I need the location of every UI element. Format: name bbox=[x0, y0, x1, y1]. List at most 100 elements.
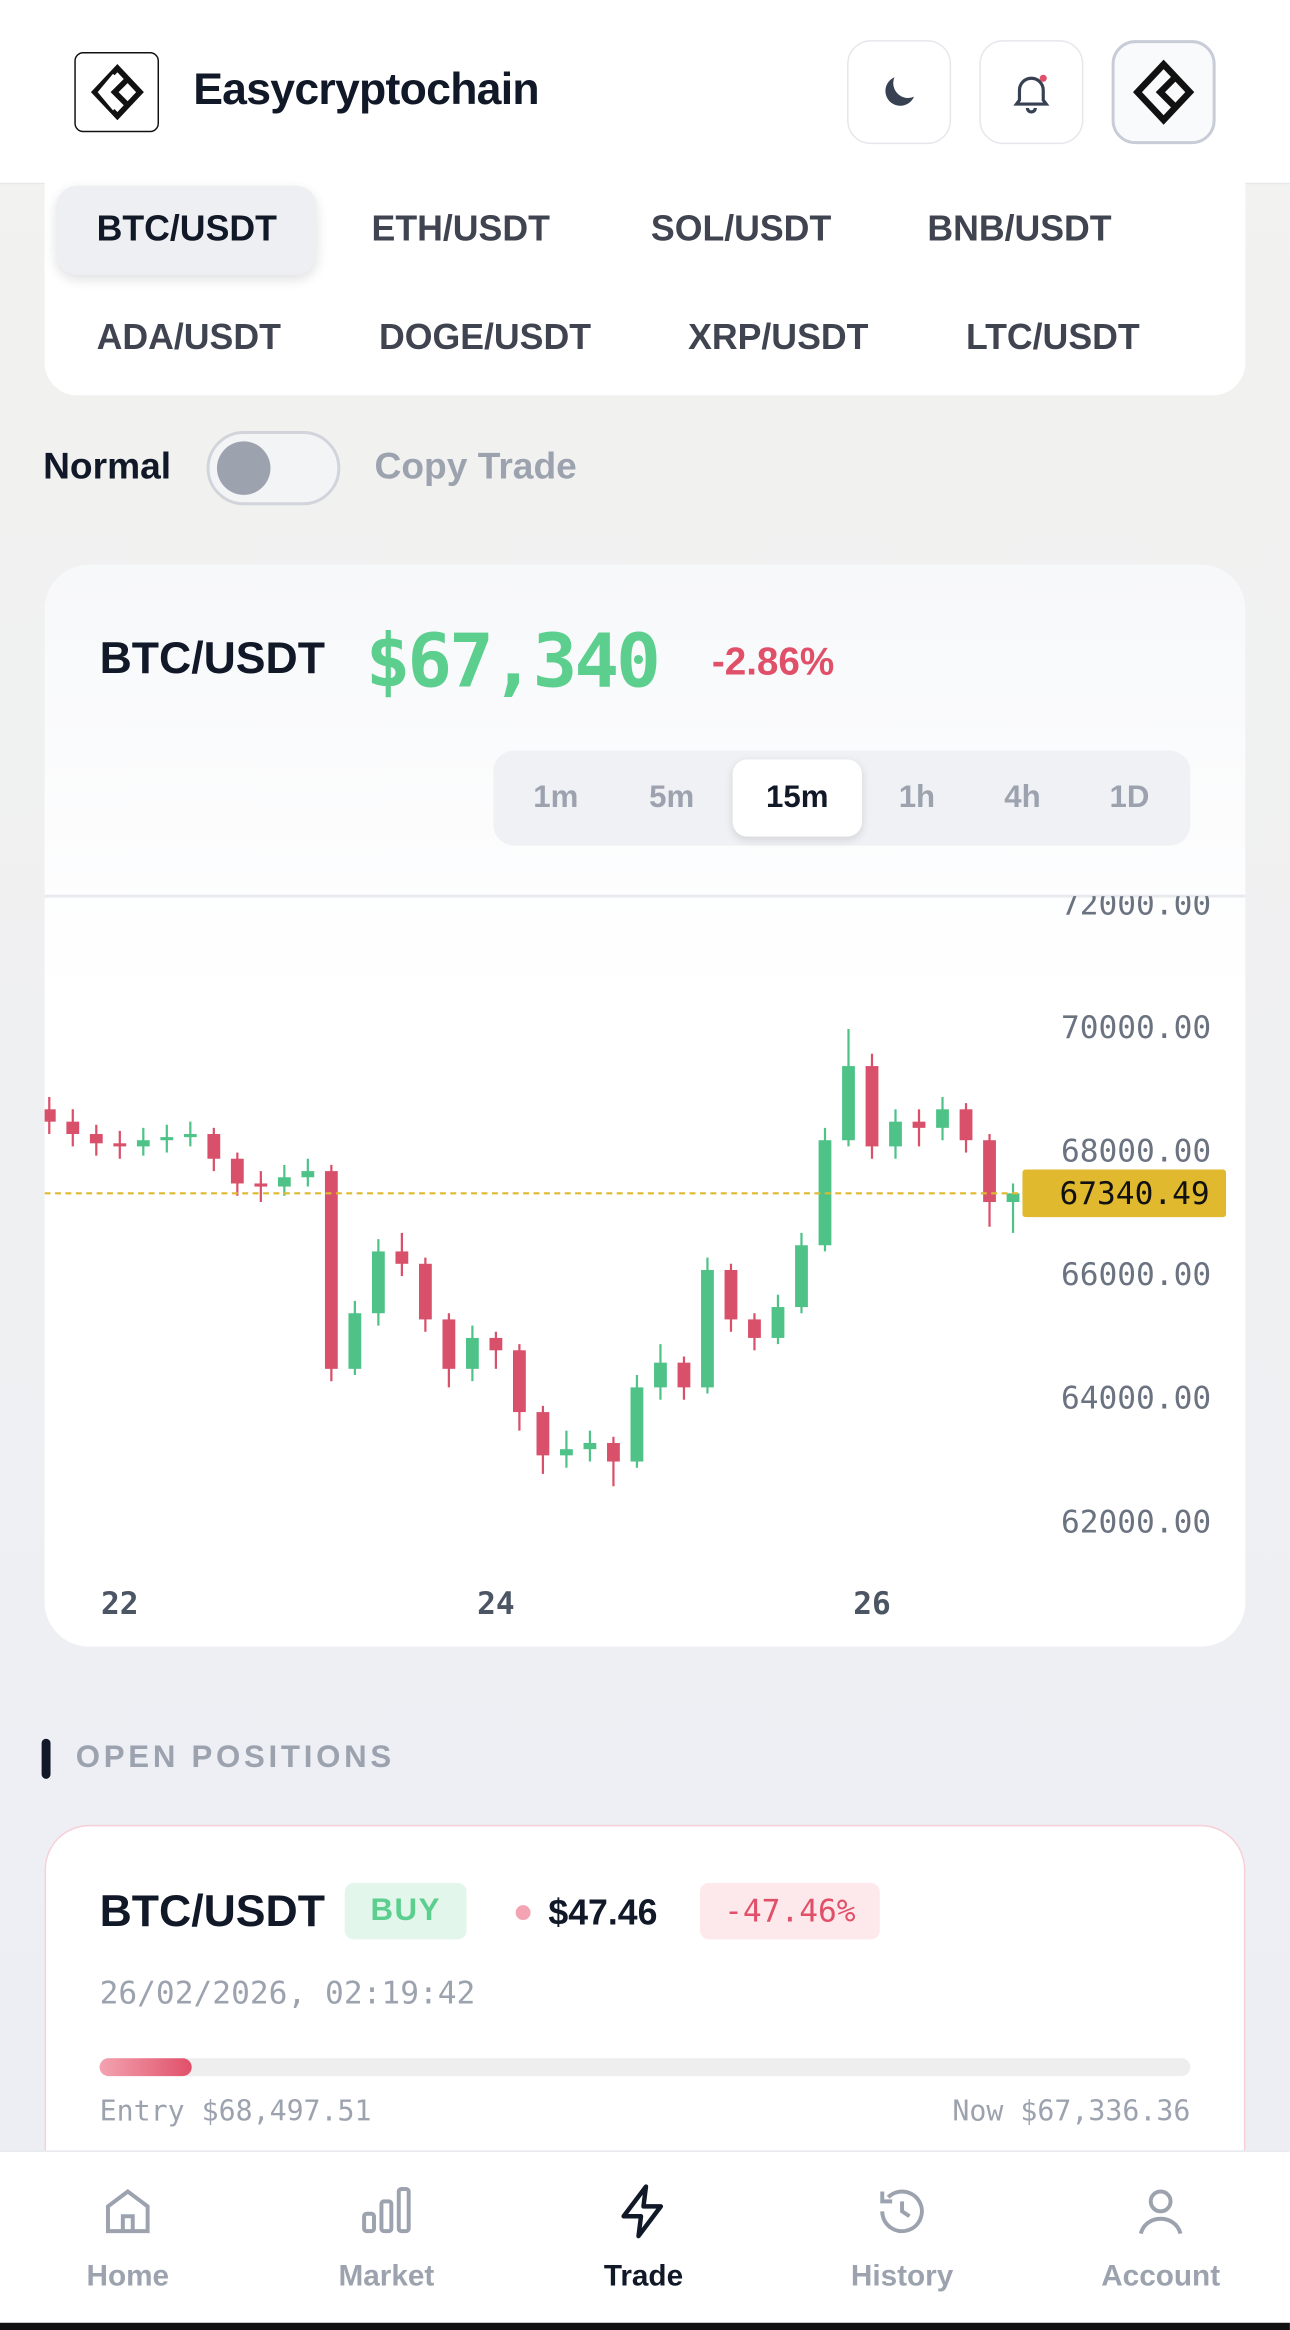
nav-item[interactable]: Account bbox=[1057, 2152, 1265, 2330]
candle-body bbox=[1006, 1193, 1020, 1202]
ticker-price: $67,340 bbox=[365, 618, 661, 705]
position-time: 26/02/2026, 02:19:42 bbox=[99, 1975, 476, 2011]
y-tick-label: 64000.00 bbox=[1061, 1381, 1211, 1417]
candle-body bbox=[489, 1337, 503, 1351]
candle-body bbox=[254, 1183, 268, 1187]
pair-tab[interactable]: XRP/USDT bbox=[688, 318, 869, 359]
candle-body bbox=[560, 1449, 573, 1456]
candle-body bbox=[536, 1412, 550, 1456]
pair-tab[interactable]: LTC/USDT bbox=[965, 318, 1140, 359]
candle-body bbox=[301, 1171, 315, 1178]
x-tick-label: 24 bbox=[477, 1586, 515, 1622]
pair-selector: BTC/USDT ETH/USDT SOL/USDT BNB/USDT ADA/… bbox=[44, 163, 1246, 396]
timeframe[interactable]: 15m bbox=[732, 759, 862, 837]
divider bbox=[44, 894, 1246, 898]
bottom-nav: Home Market Trade History Account bbox=[0, 2150, 1290, 2330]
notification-button[interactable] bbox=[979, 40, 1084, 145]
mode-normal: Normal bbox=[43, 445, 172, 488]
timeframe[interactable]: 4h bbox=[1004, 780, 1041, 815]
timeframe[interactable]: 1m bbox=[533, 780, 579, 815]
last-price-label: 67340.49 bbox=[1059, 1176, 1209, 1212]
toggle-knob bbox=[216, 441, 271, 495]
app-title: Easycryptochain bbox=[193, 65, 539, 115]
candle-body bbox=[865, 1066, 879, 1147]
candle-body bbox=[230, 1158, 244, 1184]
candle-body bbox=[654, 1362, 667, 1388]
candle-body bbox=[442, 1319, 456, 1369]
candle-body bbox=[465, 1337, 479, 1369]
nav-label: Home bbox=[86, 2260, 170, 2294]
candle-body bbox=[418, 1263, 432, 1320]
section-title: OPEN POSITIONS bbox=[75, 1740, 395, 1775]
timeframe[interactable]: 1D bbox=[1109, 780, 1150, 815]
nav-label: History bbox=[850, 2260, 954, 2294]
candle-body bbox=[183, 1134, 197, 1138]
candle-body bbox=[912, 1121, 926, 1128]
pair-tab[interactable]: BNB/USDT bbox=[927, 209, 1112, 250]
position-pair: BTC/USDT bbox=[99, 1887, 325, 1937]
pnl-percent-tag: -47.46% bbox=[699, 1882, 880, 1940]
status-dot bbox=[515, 1905, 531, 1921]
bottom-edge bbox=[0, 2322, 1290, 2330]
candle-body bbox=[748, 1319, 761, 1338]
candle-body bbox=[630, 1387, 644, 1462]
chart-card: BTC/USDT $67,340 -2.86% 1m 5m 15m 1h 4h … bbox=[44, 564, 1246, 1647]
candle-body bbox=[324, 1171, 338, 1369]
timeframe[interactable]: 5m bbox=[649, 780, 695, 815]
progress-fill bbox=[99, 2058, 192, 2077]
candle-body bbox=[959, 1109, 973, 1141]
nav-label: Trade bbox=[603, 2260, 684, 2294]
candle-body bbox=[160, 1137, 174, 1141]
nav-item[interactable]: Home bbox=[24, 2152, 232, 2330]
pair-tab[interactable]: ETH/USDT bbox=[371, 209, 550, 250]
theme-button[interactable] bbox=[847, 40, 952, 145]
header: Easycryptochain bbox=[0, 0, 1290, 185]
logo[interactable] bbox=[74, 52, 160, 133]
y-tick-label: 70000.00 bbox=[1061, 1010, 1211, 1046]
avatar-button[interactable] bbox=[1111, 40, 1216, 145]
nav-item[interactable]: Trade bbox=[539, 2152, 747, 2330]
x-tick-label: 26 bbox=[853, 1586, 891, 1622]
ticker-change: -2.86% bbox=[711, 639, 835, 684]
candle-body bbox=[607, 1442, 620, 1462]
candle-body bbox=[936, 1109, 949, 1128]
mode-toggle[interactable] bbox=[206, 430, 341, 506]
pair-tab[interactable]: BTC/USDT bbox=[56, 185, 318, 275]
candle-body bbox=[277, 1177, 291, 1187]
candle-body bbox=[513, 1350, 526, 1413]
candle-body bbox=[842, 1066, 855, 1141]
y-tick-label: 68000.00 bbox=[1061, 1134, 1211, 1170]
candle-body bbox=[983, 1140, 996, 1202]
candle-body bbox=[348, 1313, 362, 1369]
timeframe-selector: 1m 5m 15m 1h 4h 1D bbox=[493, 750, 1191, 846]
nav-item[interactable]: Market bbox=[282, 2152, 490, 2330]
pair-tab[interactable]: ADA/USDT bbox=[96, 318, 281, 359]
nav-item[interactable]: History bbox=[798, 2152, 1006, 2330]
candle-body bbox=[207, 1134, 221, 1159]
candle-body bbox=[724, 1269, 738, 1320]
candle-body bbox=[701, 1269, 714, 1388]
y-tick-label: 66000.00 bbox=[1061, 1257, 1211, 1293]
entry-price: Entry $68,497.51 bbox=[99, 2095, 372, 2129]
pair-tab[interactable]: DOGE/USDT bbox=[378, 318, 592, 359]
current-price: Now $67,336.36 bbox=[952, 2095, 1191, 2129]
last-price-tag bbox=[1022, 1169, 1227, 1218]
candle-body bbox=[113, 1143, 127, 1147]
y-tick-label: 72000.00 bbox=[1061, 896, 1211, 922]
candle-body bbox=[583, 1442, 597, 1450]
candle-body bbox=[677, 1362, 691, 1388]
y-tick-label: 62000.00 bbox=[1061, 1504, 1211, 1540]
timeframe[interactable]: 1h bbox=[898, 780, 936, 815]
candlestick-chart: 62000.00 64000.00 66000.00 68000.00 70000.00… bbox=[44, 896, 1227, 1622]
candle-body bbox=[89, 1134, 103, 1144]
candle-body bbox=[371, 1251, 385, 1314]
nav-label: Account bbox=[1101, 2260, 1221, 2294]
ticker-pair: BTC/USDT bbox=[99, 634, 325, 684]
candle-body bbox=[136, 1140, 150, 1147]
candle-body bbox=[795, 1245, 808, 1308]
position-pnl: $47.46 bbox=[548, 1893, 658, 1934]
candles bbox=[44, 1028, 1020, 1487]
pair-tab[interactable]: SOL/USDT bbox=[650, 209, 832, 250]
